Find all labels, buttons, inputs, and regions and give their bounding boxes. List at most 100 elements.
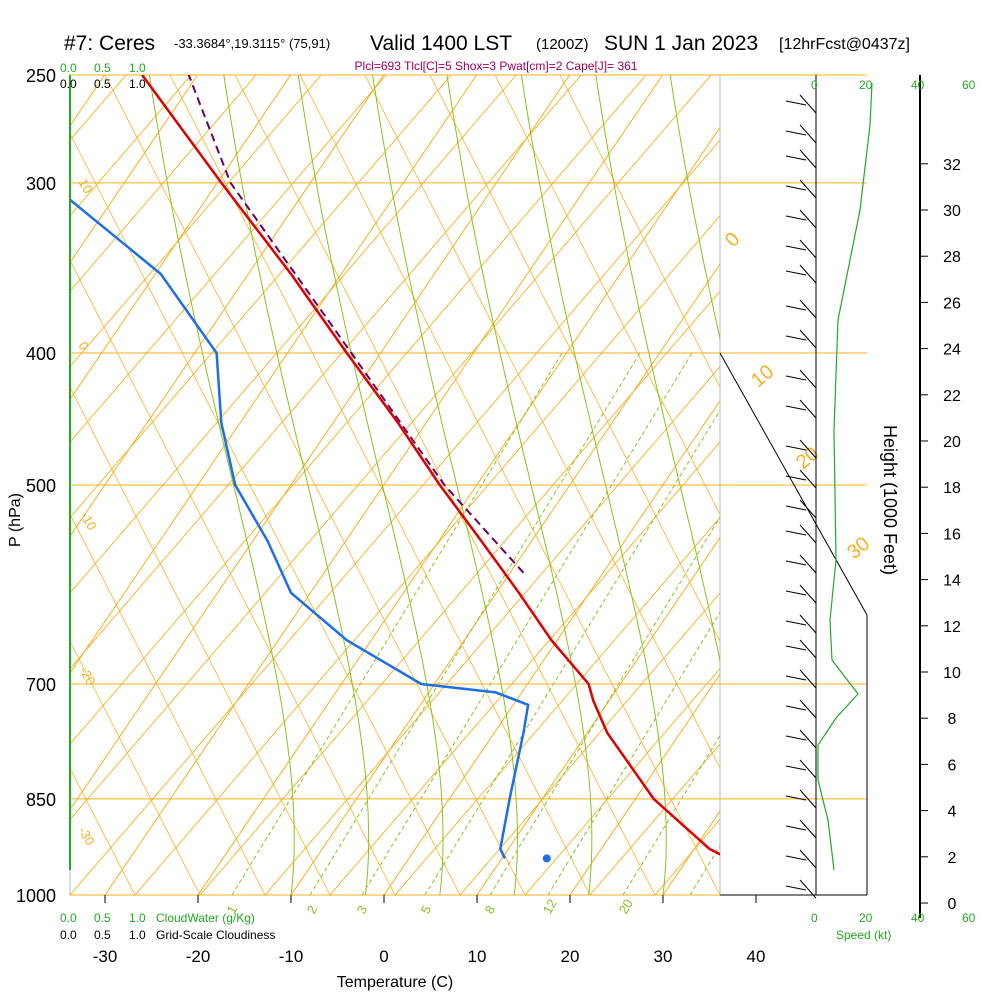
mixing-ratio-line	[547, 611, 720, 895]
wind-speed-profile	[817, 82, 873, 871]
temp-tick-label: -30	[93, 947, 118, 966]
moist-adiabat-line	[223, 75, 370, 895]
temperature-profile-line	[141, 75, 720, 856]
height-tick-label: 26	[943, 295, 961, 312]
dry-adiabat-line	[850, 0, 1000, 895]
wind-barb-flag	[785, 375, 807, 381]
wind-barb-flag	[785, 675, 807, 681]
isotherm-line	[559, 75, 720, 389]
temp-tick-label: 20	[561, 947, 580, 966]
isotherm-label: -10	[77, 509, 99, 533]
wind-barb	[799, 264, 817, 284]
pressure-tick-label: 300	[26, 174, 56, 194]
speed-scale-bottom-0: 0	[811, 911, 818, 925]
wind-barb	[799, 94, 817, 114]
wind-barb-flag	[785, 245, 807, 251]
pressure-tick-label: 500	[26, 476, 56, 496]
height-tick-label: 6	[948, 757, 957, 774]
pressure-tick-label: 400	[26, 344, 56, 364]
moist-adiabat-line	[297, 75, 444, 895]
wind-barb	[799, 179, 817, 199]
wind-barb	[799, 149, 817, 169]
wind-barb-flag	[785, 735, 807, 741]
speed-scale-bottom-2: 40	[911, 911, 925, 925]
mixing-ratio-label: 5	[418, 903, 435, 917]
wind-barb	[799, 299, 817, 319]
wind-barb	[799, 849, 817, 869]
dry-adiabat-line	[524, 667, 720, 895]
isotherm-line	[569, 673, 720, 895]
isotherm-line	[70, 75, 292, 401]
height-tick-label: 0	[948, 896, 957, 913]
wind-barb-flag	[785, 705, 807, 711]
pressure-tick-label: 250	[26, 66, 56, 86]
isotherm-label: -30	[75, 824, 97, 848]
speed-scale-top-3: 60	[962, 78, 976, 92]
dry-adiabat-line	[70, 75, 712, 821]
wind-barb	[799, 729, 817, 749]
isotherm-label: 10	[747, 361, 778, 392]
wind-barb	[799, 239, 817, 259]
temp-tick-label: -20	[186, 947, 211, 966]
mixing-ratio-line	[424, 409, 720, 895]
height-tick-label: 24	[943, 342, 961, 359]
wind-barb-flag	[785, 155, 807, 161]
wind-barb-flag	[785, 885, 807, 891]
dry-adiabat-line	[980, 0, 1000, 895]
wind-barb-flag	[785, 305, 807, 311]
wind-barb	[799, 584, 817, 604]
cloud-scale-bottom2-1: 0.5	[94, 928, 111, 942]
surface-dewpoint-dot	[542, 854, 551, 863]
temp-tick-label: 0	[379, 947, 388, 966]
y-axis-title: P (hPa)	[7, 493, 24, 547]
mixing-ratio-label: 2	[304, 903, 321, 917]
cloud-scale-bottom2-0: 0.0	[60, 928, 77, 942]
cloud-scale-top-0: 0.0	[60, 61, 77, 75]
height-tick-label: 28	[943, 249, 961, 266]
height-tick-label: 4	[948, 804, 957, 821]
cloud-scale-top-2: 1.0	[129, 61, 146, 75]
dry-adiabat-line	[70, 75, 387, 443]
cloud-scale-bottom2-2: 1.0	[129, 928, 146, 942]
wind-barb-flag	[785, 445, 807, 451]
wind-barb-flag	[785, 335, 807, 341]
wind-barb-flag	[785, 825, 807, 831]
moist-adiabat-line	[446, 75, 593, 895]
isotherm-line	[0, 75, 12, 895]
dry-adiabat-line	[70, 75, 517, 594]
moist-adiabat-line	[669, 75, 720, 341]
height-tick-label: 20	[943, 434, 961, 451]
cloud-scale-bottom-0: 0.0	[60, 911, 77, 925]
isotherm-line	[476, 536, 720, 895]
station-title: #7: Ceres	[64, 32, 155, 55]
cloud-scale-bottom-2: 1.0	[129, 911, 146, 925]
isotherm-label: 10	[75, 176, 95, 196]
wind-barb	[799, 469, 817, 489]
wind-barb-flag	[785, 855, 807, 861]
wind-barb	[799, 524, 817, 544]
cloud-scale-top2-2: 1.0	[129, 77, 146, 91]
mixing-ratio-line	[622, 734, 720, 895]
wind-barb-flag	[785, 475, 807, 481]
wind-barb-flag	[785, 795, 807, 801]
wind-barb	[799, 879, 817, 899]
dry-adiabat-line	[134, 214, 720, 895]
valid-time: Valid 1400 LST	[370, 32, 512, 55]
wind-barb	[799, 329, 817, 349]
wind-barb	[799, 554, 817, 574]
height-tick-label: 30	[943, 203, 961, 220]
mixing-ratio-label: 12	[540, 896, 560, 916]
wind-barb	[799, 639, 817, 659]
wind-barb-flag	[785, 645, 807, 651]
parcel-profile-line	[187, 75, 525, 574]
temp-tick-label: 10	[468, 947, 487, 966]
dry-adiabat-line	[70, 75, 257, 292]
isotherm-line	[70, 640, 201, 895]
cloud-scale-top2-1: 0.5	[94, 77, 111, 91]
wind-barb-flag	[785, 590, 807, 596]
dry-adiabat-line	[70, 75, 322, 368]
wind-barb	[799, 124, 817, 144]
wind-barb-flag	[785, 130, 807, 136]
mixing-ratio-line	[309, 352, 641, 895]
wind-barb-flag	[785, 185, 807, 191]
